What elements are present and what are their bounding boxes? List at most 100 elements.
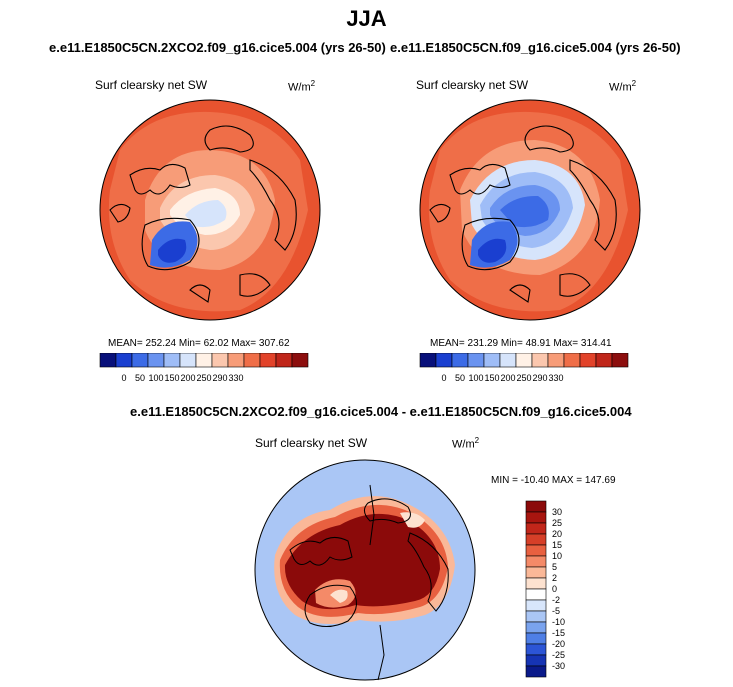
diff-colorbar-label-9: -5: [552, 606, 560, 616]
colorbar-1-swatch-2: [451, 353, 469, 368]
colorbar-0-label-0: 0: [121, 373, 126, 383]
control-colorbar: 0 50 100 150 200 250 290 330: [419, 353, 629, 383]
diff-colorbar-swatch-4: [525, 544, 547, 557]
case-variable-label: Surf clearsky net SW: [95, 78, 208, 92]
colorbar-1-swatch-7: [531, 353, 549, 368]
diff-panel-title: e.e11.E1850C5CN.2XCO2.f09_g16.cice5.004 …: [130, 404, 632, 419]
diff-colorbar-label-11: -15: [552, 628, 565, 638]
colorbar-1-label-7: 330: [548, 373, 563, 383]
control-coastlines: [429, 125, 617, 303]
diff-colorbar-swatch-15: [525, 665, 547, 678]
diff-coastlines: [289, 484, 449, 681]
case-panel-title: e.e11.E1850C5CN.2XCO2.f09_g16.cice5.004 …: [49, 40, 386, 55]
colorbar-1-swatch-9: [563, 353, 581, 368]
diff-colorbar-swatch-10: [525, 610, 547, 623]
diff-units-label: W/m2: [452, 436, 479, 451]
diff-colorbar-swatch-13: [525, 643, 547, 656]
colorbar-0-swatch-10: [259, 353, 277, 368]
case-map-border: [99, 99, 321, 321]
colorbar-0-label-4: 200: [180, 373, 195, 383]
colorbar-0-label-6: 290: [212, 373, 227, 383]
control-map-field: [420, 100, 640, 320]
diff-colorbar-label-2: 20: [552, 529, 562, 539]
colorbar-0-label-2: 100: [148, 373, 163, 383]
diff-colorbar-label-10: -10: [552, 617, 565, 627]
case-units-label: W/m2: [288, 79, 315, 94]
diff-colorbar-label-0: 30: [552, 507, 562, 517]
colorbar-0-swatch-4: [163, 353, 181, 368]
colorbar-0-swatch-9: [243, 353, 261, 368]
diff-colorbar-label-7: 0: [552, 584, 557, 594]
control-units-exponent: 2: [631, 79, 637, 88]
colorbar-1-label-4: 200: [500, 373, 515, 383]
diff-colorbar-swatch-14: [525, 654, 547, 667]
case-units-text: W/m: [288, 81, 311, 94]
colorbar-0-swatch-7: [211, 353, 229, 368]
diff-colorbar-swatch-1: [525, 511, 547, 524]
diff-colorbar-label-12: -20: [552, 639, 565, 649]
control-units-label: W/m2: [609, 79, 636, 94]
diff-colorbar-swatch-3: [525, 533, 547, 546]
diff-colorbar-swatch-5: [525, 555, 547, 568]
colorbar-0-swatch-3: [147, 353, 165, 368]
season-title: JJA: [346, 6, 387, 31]
diff-colorbar-swatch-0: [525, 500, 547, 513]
colorbar-0-swatch-12: [291, 353, 309, 368]
diff-map-border: [254, 459, 476, 681]
colorbar-1-swatch-6: [515, 353, 533, 368]
colorbar-0-swatch-0: [99, 353, 117, 368]
colorbar-1-label-6: 290: [532, 373, 547, 383]
colorbar-1-label-1: 50: [455, 373, 465, 383]
control-units-text: W/m: [609, 81, 632, 94]
diff-units-text: W/m: [452, 438, 475, 451]
colorbar-1-label-5: 250: [516, 373, 531, 383]
colorbar-0-swatch-5: [179, 353, 197, 368]
colorbar-1-swatch-8: [547, 353, 565, 368]
colorbar-0-label-3: 150: [164, 373, 179, 383]
colorbar-1-swatch-5: [499, 353, 517, 368]
colorbar-0-swatch-1: [115, 353, 133, 368]
colorbar-0-swatch-11: [275, 353, 293, 368]
colorbar-0-swatch-8: [227, 353, 245, 368]
control-variable-label: Surf clearsky net SW: [416, 78, 529, 92]
diff-colorbar-label-3: 15: [552, 540, 562, 550]
control-stats: MEAN= 231.29 Min= 48.91 Max= 314.41: [430, 338, 612, 349]
colorbar-1-swatch-1: [435, 353, 453, 368]
diff-colorbar-swatch-8: [525, 588, 547, 601]
diff-colorbar-label-13: -25: [552, 650, 565, 660]
diff-stats: MIN = -10.40 MAX = 147.69: [491, 475, 616, 486]
case-coastlines: [109, 125, 297, 303]
colorbar-1-swatch-3: [467, 353, 485, 368]
diff-map-field: [255, 460, 475, 680]
diff-colorbar-swatch-6: [525, 566, 547, 579]
colorbar-1-swatch-11: [595, 353, 613, 368]
case-units-exponent: 2: [310, 79, 316, 88]
diff-colorbar-label-14: -30: [552, 661, 565, 671]
colorbar-0-label-7: 330: [228, 373, 243, 383]
case-stats: MEAN= 252.24 Min= 62.02 Max= 307.62: [108, 338, 290, 349]
diff-colorbar-swatch-9: [525, 599, 547, 612]
colorbar-0-label-1: 50: [135, 373, 145, 383]
diff-variable-label: Surf clearsky net SW: [255, 436, 368, 450]
diff-colorbar-label-5: 5: [552, 562, 557, 572]
colorbar-1-label-2: 100: [468, 373, 483, 383]
diff-colorbar-label-4: 10: [552, 551, 562, 561]
control-polar-map: [419, 99, 641, 321]
diff-polar-map: [254, 459, 476, 681]
diff-colorbar-label-1: 25: [552, 518, 562, 528]
colorbar-1-swatch-0: [419, 353, 437, 368]
control-map-border: [419, 99, 641, 321]
diff-colorbar-label-6: 2: [552, 573, 557, 583]
case-colorbar: 0 50 100 150 200 250 290 330: [99, 353, 309, 383]
colorbar-1-swatch-4: [483, 353, 501, 368]
diff-colorbar-label-8: -2: [552, 595, 560, 605]
colorbar-0-swatch-6: [195, 353, 213, 368]
colorbar-1-label-3: 150: [484, 373, 499, 383]
diff-colorbar-swatch-11: [525, 621, 547, 634]
colorbar-1-swatch-12: [611, 353, 629, 368]
diff-colorbar-swatch-2: [525, 522, 547, 535]
colorbar-0-swatch-2: [131, 353, 149, 368]
colorbar-0-label-5: 250: [196, 373, 211, 383]
control-panel-title: e.e11.E1850C5CN.f09_g16.cice5.004 (yrs 2…: [390, 40, 681, 55]
